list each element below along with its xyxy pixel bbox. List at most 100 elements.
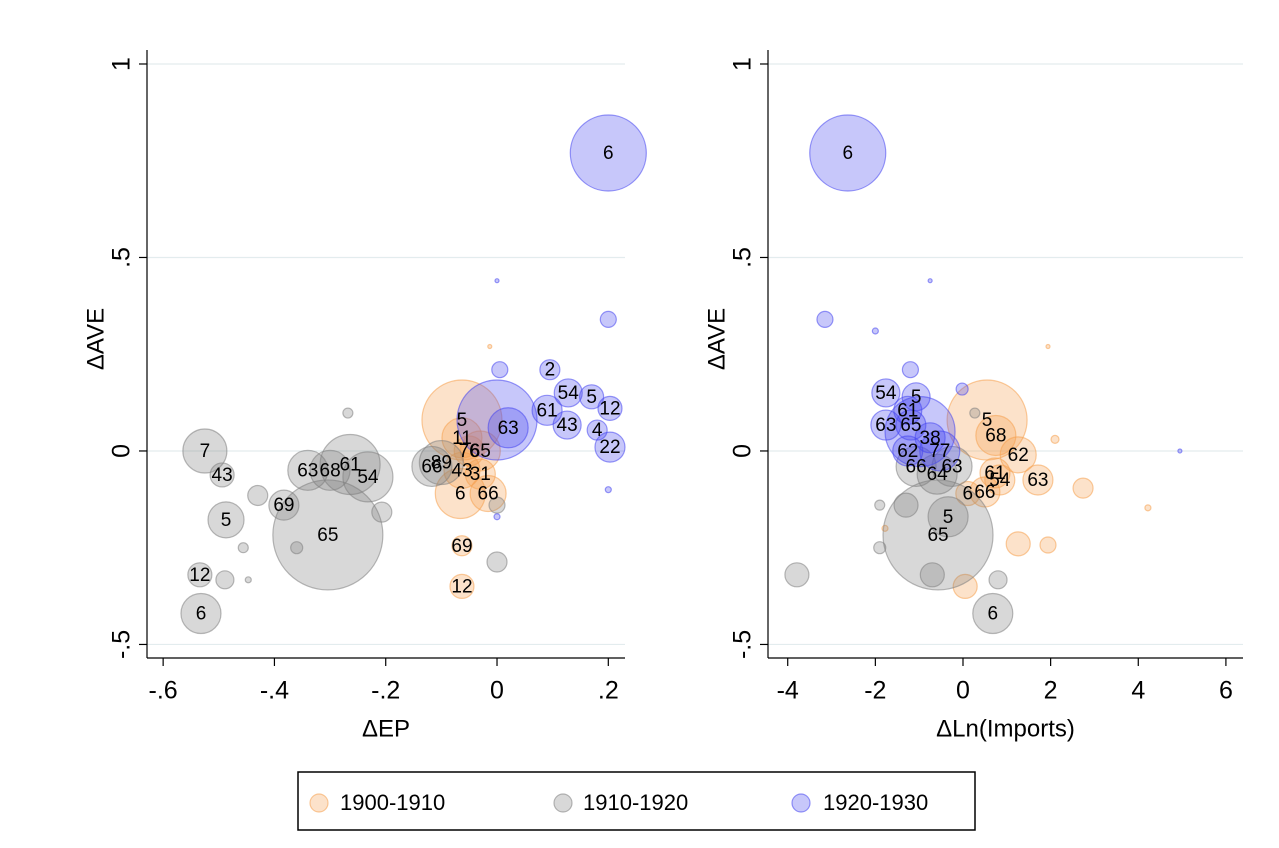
bubble-label: 54 [875, 383, 897, 404]
bubble [187, 562, 213, 588]
bubble-label: 66 [421, 456, 442, 477]
bubble-label: 6 [603, 143, 614, 164]
bubble-label: 64 [927, 464, 949, 485]
bubble [1072, 477, 1094, 499]
x-tick-label: -.6 [149, 677, 178, 705]
bubble [1144, 504, 1152, 512]
bubble [180, 592, 222, 635]
bubble [464, 458, 496, 490]
bubble [999, 436, 1037, 474]
x-tick-label: 4 [1131, 677, 1145, 705]
bubble [873, 541, 887, 555]
bubble-label: 6 [988, 604, 999, 625]
bubble-label: 54 [989, 470, 1011, 491]
bubble-label: 63 [1027, 470, 1048, 491]
legend-label: 1920-1930 [823, 790, 928, 815]
y-tick-label: .5 [729, 247, 757, 268]
bubble-label: 5 [457, 410, 468, 431]
x-tick-label: 6 [1219, 677, 1233, 705]
bubble-label: 12 [599, 398, 620, 419]
bubble-label: 5 [221, 510, 232, 531]
bubble-label: 61 [340, 455, 361, 476]
bubble [287, 449, 329, 491]
bubble [1177, 448, 1183, 454]
bubble-label: 7 [200, 441, 211, 462]
bubble [215, 570, 235, 590]
bubble [1050, 434, 1060, 444]
bubble-label: 63 [498, 418, 519, 439]
bubble [901, 361, 920, 379]
bubble-label: 61 [897, 400, 918, 421]
bubble [493, 513, 501, 521]
bubble-label: 4 [592, 420, 603, 441]
bubble-label: 5 [943, 507, 954, 528]
bubble [919, 562, 945, 588]
bubble [1022, 464, 1054, 496]
legend-marker [309, 793, 329, 813]
bubble-label: 11 [452, 428, 472, 449]
bubble [816, 310, 834, 328]
bubble-label: 69 [273, 495, 294, 516]
bubble-label: 5 [911, 387, 922, 408]
bubble [952, 573, 978, 600]
bubble-label: 69 [451, 536, 472, 557]
bubble [594, 431, 626, 463]
bubble-label: 63 [941, 456, 962, 477]
bubble [969, 407, 981, 419]
bubble [237, 542, 249, 554]
x-tick-label: -.2 [371, 677, 400, 705]
x-tick-label: -2 [864, 677, 886, 705]
bubble [597, 395, 623, 422]
bubble-label: 76 [459, 441, 480, 462]
bubble [539, 359, 561, 381]
bubble [268, 489, 300, 521]
legend-box [297, 771, 976, 831]
bubble [552, 410, 582, 440]
bubble [451, 535, 473, 557]
bubble-label: 65 [470, 441, 491, 462]
y-tick-label: 1 [729, 57, 757, 71]
bubble [893, 492, 919, 518]
bubble [247, 484, 269, 507]
bubble [988, 570, 1008, 590]
bubble [342, 451, 394, 503]
bubble [579, 384, 605, 410]
x-tick-label: 2 [1044, 677, 1058, 705]
bubble [569, 114, 647, 192]
x-axis-label: ΔEP [362, 715, 410, 742]
bubble [342, 407, 354, 419]
bubble [244, 576, 252, 584]
bubble-label: 12 [189, 565, 210, 586]
bubble [487, 407, 529, 449]
y-tick-label: -.5 [729, 630, 757, 659]
bubble-label: 12 [451, 576, 472, 597]
bubble [371, 501, 393, 523]
bubble-label: 6 [842, 143, 853, 164]
bubble [494, 278, 500, 284]
x-tick-label: .2 [598, 677, 619, 705]
bubble-label: 38 [920, 428, 941, 449]
bubble-label: 68 [320, 460, 341, 481]
bubble [456, 379, 538, 461]
bubble [919, 430, 961, 472]
y-tick-label: 0 [108, 444, 136, 458]
bubble [599, 310, 617, 328]
bubble [487, 343, 493, 350]
bubble-label: 6 [963, 484, 974, 505]
y-tick-label: .5 [108, 247, 136, 268]
bubble-label: 43 [451, 460, 472, 481]
bubble [892, 435, 924, 467]
x-tick-label: -4 [777, 677, 799, 705]
x-tick-label: -.4 [260, 677, 289, 705]
bubble-label: 61 [537, 400, 558, 421]
bubble [207, 501, 245, 539]
bubble [972, 592, 1014, 635]
bubble-label: 6 [196, 604, 207, 625]
bubble-label: 89 [431, 453, 452, 474]
legend-label: 1910-1920 [583, 790, 688, 815]
bubble [1039, 536, 1057, 554]
legend-label: 1900-1910 [340, 790, 445, 815]
